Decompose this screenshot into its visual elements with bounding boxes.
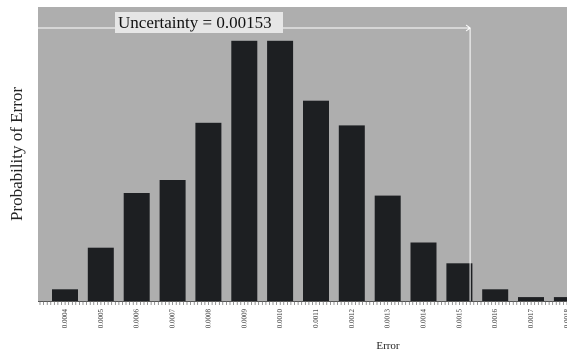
bar-0.0016 [482,289,509,301]
x-tick-label: 0.0014 [420,309,428,329]
x-tick-label: 0.0011 [312,309,320,328]
annotation-label: Uncertainty = 0.00153 [118,13,272,32]
bar-0.0008 [195,122,222,301]
bar-0.0014 [410,242,437,301]
bar-0.0009 [231,40,258,302]
bar-0.0004 [52,289,78,301]
bar-0.0013 [374,195,401,301]
x-axis [38,301,567,305]
bar-0.0017 [518,297,544,301]
bar-0.0018 [553,297,567,301]
bar-0.0011 [303,100,329,301]
bar-0.0005 [87,247,114,301]
x-tick-label: 0.0018 [563,309,567,329]
x-tick-label: 0.0009 [240,309,248,329]
x-tick-label: 0.0006 [133,309,141,329]
x-tick-label: 0.0013 [384,309,392,329]
annotation-arrowhead [465,24,471,32]
annotation-label-box [115,12,283,33]
bar-0.0007 [159,180,186,301]
bar-0.0010 [267,40,294,302]
plot-area [38,7,567,301]
bar-0.0015 [446,263,473,301]
x-tick-label: 0.0012 [348,309,356,329]
bars-group [52,40,567,302]
bar-0.0012 [338,125,365,302]
x-tick-label: 0.0008 [204,309,212,329]
x-tick-label: 0.0016 [491,309,499,329]
x-tick-label: 0.0010 [276,309,284,329]
annotation-group: Uncertainty = 0.00153 [38,12,471,301]
x-tick-label: 0.0007 [169,309,177,329]
y-axis-label: Probability of Error [7,87,26,221]
x-tick-label: 0.0004 [61,309,69,329]
x-tick-label: 0.0017 [527,309,535,329]
x-tick-labels: 0.0004 0.0005 0.0006 0.0007 0.0008 0.0009 0.00… [61,309,567,329]
x-tick-label: 0.0005 [97,309,105,329]
bar-0.0006 [123,193,150,301]
x-axis-label: Error [376,340,400,352]
x-tick-label: 0.0015 [455,309,463,329]
